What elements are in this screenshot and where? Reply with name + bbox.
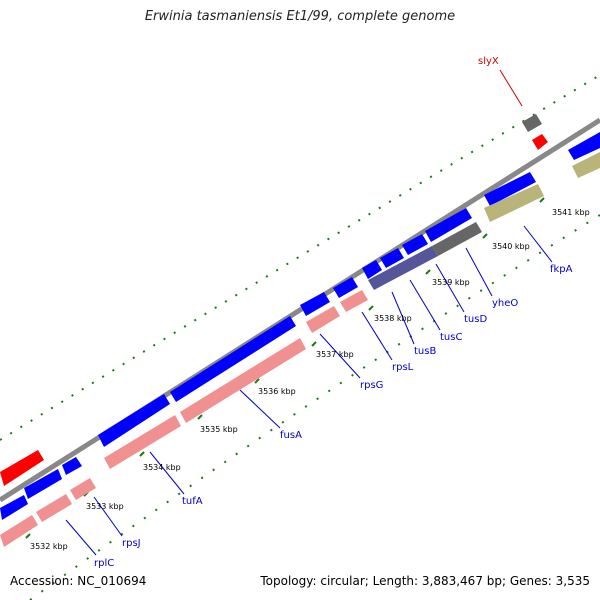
gene-bar[interactable] (340, 290, 368, 312)
gene-arrow[interactable] (380, 248, 404, 268)
gene-arrow[interactable] (568, 132, 600, 160)
gene-arrow[interactable] (362, 260, 382, 279)
gene-label-slyx[interactable]: slyX (478, 56, 499, 67)
gene-label-fusa[interactable]: fusA (280, 430, 302, 441)
pink-gene-row (0, 290, 368, 547)
gene-arrow[interactable] (333, 277, 358, 298)
gene-label-tusc[interactable]: tusC (440, 332, 462, 343)
gene-bar-gray-small[interactable] (522, 114, 542, 132)
scale-label: 3538 kbp (374, 314, 412, 323)
gene-bar[interactable] (180, 338, 306, 423)
gene-bar[interactable] (36, 494, 72, 522)
outer-dotted-arc (0, 74, 600, 441)
gene-arrow[interactable] (0, 495, 28, 520)
scale-label: 3536 kbp (258, 387, 296, 396)
gene-label-rpsj[interactable]: rpsJ (122, 538, 141, 549)
gene-red-left[interactable] (0, 450, 44, 486)
map-title: Erwinia tasmaniensis Et1/99, complete ge… (144, 9, 456, 24)
gene-label-tufa[interactable]: tufA (182, 496, 203, 507)
slyx-leader (499, 69, 523, 107)
gene-arrow[interactable] (62, 457, 82, 475)
gene-arrow[interactable] (98, 394, 170, 447)
gene-bar[interactable] (306, 306, 340, 333)
gene-arrow[interactable] (170, 316, 296, 402)
topology-text: Topology: circular; Length: 3,883,467 bp… (260, 574, 590, 588)
gene-bar-purple[interactable] (368, 246, 438, 290)
gene-label-rpsl[interactable]: rpsL (392, 362, 414, 373)
gene-arrow[interactable] (300, 292, 330, 316)
gene-arrow[interactable] (24, 469, 62, 499)
scale-label: 3539 kbp (432, 278, 470, 287)
cds-row (0, 132, 600, 520)
scale-ticks (25, 197, 545, 539)
accession-text: Accession: NC_010694 (10, 574, 147, 588)
gene-label-rpsg[interactable]: rpsG (360, 380, 383, 391)
gene-labels: rplC rpsJ tufA fusA rpsG rpsL tusB tusC … (94, 56, 573, 569)
backbone-arc (0, 117, 600, 503)
gene-bar[interactable] (104, 415, 181, 469)
gene-bar-gray[interactable] (432, 222, 482, 256)
inner-dotted-arc (29, 214, 600, 600)
scale-label: 3537 kbp (316, 350, 354, 359)
gene-bar[interactable] (0, 515, 38, 547)
gene-slyx-marker[interactable] (532, 134, 548, 150)
scale-labels: 3532 kbp 3533 kbp 3534 kbp 3535 kbp 3536… (30, 208, 590, 551)
scale-label: 3532 kbp (30, 542, 68, 551)
gene-label-tusd[interactable]: tusD (464, 314, 487, 325)
scale-label: 3534 kbp (143, 463, 181, 472)
gene-arrow[interactable] (484, 172, 536, 206)
gene-label-yheo[interactable]: yheO (492, 298, 518, 309)
scale-label: 3540 kbp (492, 242, 530, 251)
scale-label: 3533 kbp (86, 502, 124, 511)
scale-label: 3535 kbp (200, 425, 238, 434)
gene-label-rplc[interactable]: rplC (94, 558, 114, 569)
gene-arrow[interactable] (425, 208, 472, 242)
gene-label-fkpa[interactable]: fkpA (550, 264, 573, 275)
label-leaders (65, 225, 553, 556)
gene-bar[interactable] (70, 478, 96, 500)
gene-bar-olive[interactable] (484, 184, 544, 222)
scale-label: 3541 kbp (552, 208, 590, 217)
gene-label-tusb[interactable]: tusB (414, 346, 436, 357)
gene-arrow[interactable] (402, 234, 428, 255)
gene-bar-olive[interactable] (572, 152, 600, 178)
